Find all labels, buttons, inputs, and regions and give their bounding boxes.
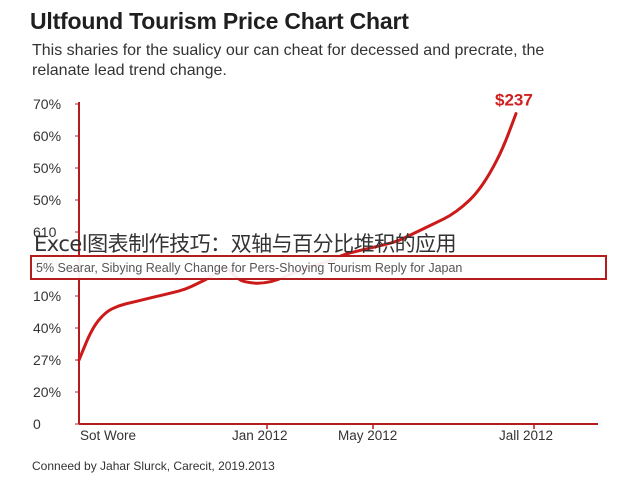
overlay-title: Excel图表制作技巧：双轴与百分比堆积的应用 bbox=[34, 232, 457, 256]
chart-subtitle: This sharies for the sualicy our can che… bbox=[32, 42, 545, 79]
highlight-banner: 5% Searar, Sibying Really Change for Per… bbox=[30, 255, 607, 280]
y-tick-label: 50% bbox=[33, 160, 61, 176]
x-axis-ticks: Sot Wore Jan 2012 May 2012 Jall 2012 bbox=[80, 424, 553, 443]
y-tick-label: 60% bbox=[33, 128, 61, 144]
y-tick-label: 10% bbox=[33, 288, 61, 304]
annotation-group: $237 bbox=[495, 91, 533, 110]
y-tick-label: 20% bbox=[33, 384, 61, 400]
y-tick-label: 70% bbox=[33, 96, 61, 112]
y-tick-label: 27% bbox=[33, 352, 61, 368]
y-tick-label: 40% bbox=[33, 320, 61, 336]
y-tick-label: 610 bbox=[33, 224, 57, 240]
x-tick-label: Sot Wore bbox=[80, 428, 136, 443]
y-tick-label: 0 bbox=[33, 416, 41, 432]
annotation-label: $237 bbox=[495, 91, 533, 110]
chart-title: Ultfound Tourism Price Chart Chart bbox=[30, 8, 409, 34]
chart-footer: Conneed by Jahar Slurck, Carecit, 2019.2… bbox=[32, 459, 275, 473]
y-tick-label: 50% bbox=[33, 192, 61, 208]
x-tick-label: Jan 2012 bbox=[232, 428, 288, 443]
banner-text: 5% Searar, Sibying Really Change for Per… bbox=[36, 261, 463, 275]
x-tick-label: May 2012 bbox=[338, 428, 397, 443]
x-tick-label: Jall 2012 bbox=[499, 428, 553, 443]
